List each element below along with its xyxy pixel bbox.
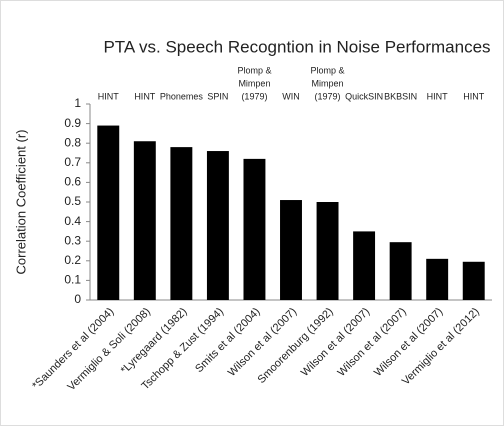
y-tick-label: 0.6: [64, 175, 81, 189]
bar: [316, 202, 339, 300]
chart-title: PTA vs. Speech Recogntion in Noise Perfo…: [103, 37, 490, 56]
bar: [243, 158, 266, 300]
bar: [280, 200, 302, 300]
bar-annotation: HINT: [134, 91, 155, 101]
y-axis-label: Correlation Coefficient (r): [13, 130, 28, 275]
bar-annotation: (1979): [241, 91, 267, 101]
y-tick-label: 0.8: [64, 135, 81, 149]
bar-annotation: BKBSIN: [384, 91, 417, 101]
bar: [133, 141, 156, 300]
y-tick-label: 0.9: [64, 116, 81, 130]
bar-annotation: QuickSIN: [345, 91, 383, 101]
bar: [426, 258, 449, 300]
bar: [97, 125, 120, 300]
bar: [353, 231, 376, 300]
bar-annotation: Mimpen: [238, 78, 270, 88]
y-tick-label: 0.5: [64, 194, 81, 208]
y-tick-label: 0.7: [64, 155, 81, 169]
bar: [170, 147, 193, 300]
bar-annotation: HINT: [427, 91, 448, 101]
bar-annotation: Plomp &: [237, 65, 271, 75]
y-tick-label: 0.2: [64, 253, 81, 267]
y-tick-label: 0: [74, 292, 81, 306]
y-tick-label: 1: [74, 96, 81, 110]
bar: [206, 151, 229, 300]
bar-annotation: Mimpen: [312, 78, 344, 88]
bar-annotation: Plomp &: [311, 65, 345, 75]
y-tick-label: 0.4: [64, 214, 81, 228]
bar-annotation: HINT: [463, 91, 484, 101]
bar-annotation: HINT: [98, 91, 119, 101]
y-tick-label: 0.3: [64, 233, 81, 247]
bar-annotation: SPIN: [207, 91, 228, 101]
bar-annotation: Phonemes: [160, 91, 204, 101]
bar-annotation: (1979): [315, 91, 341, 101]
y-tick-label: 0.1: [64, 273, 81, 287]
bar-annotation: WIN: [282, 91, 300, 101]
bar: [462, 261, 485, 300]
bar: [389, 242, 412, 300]
